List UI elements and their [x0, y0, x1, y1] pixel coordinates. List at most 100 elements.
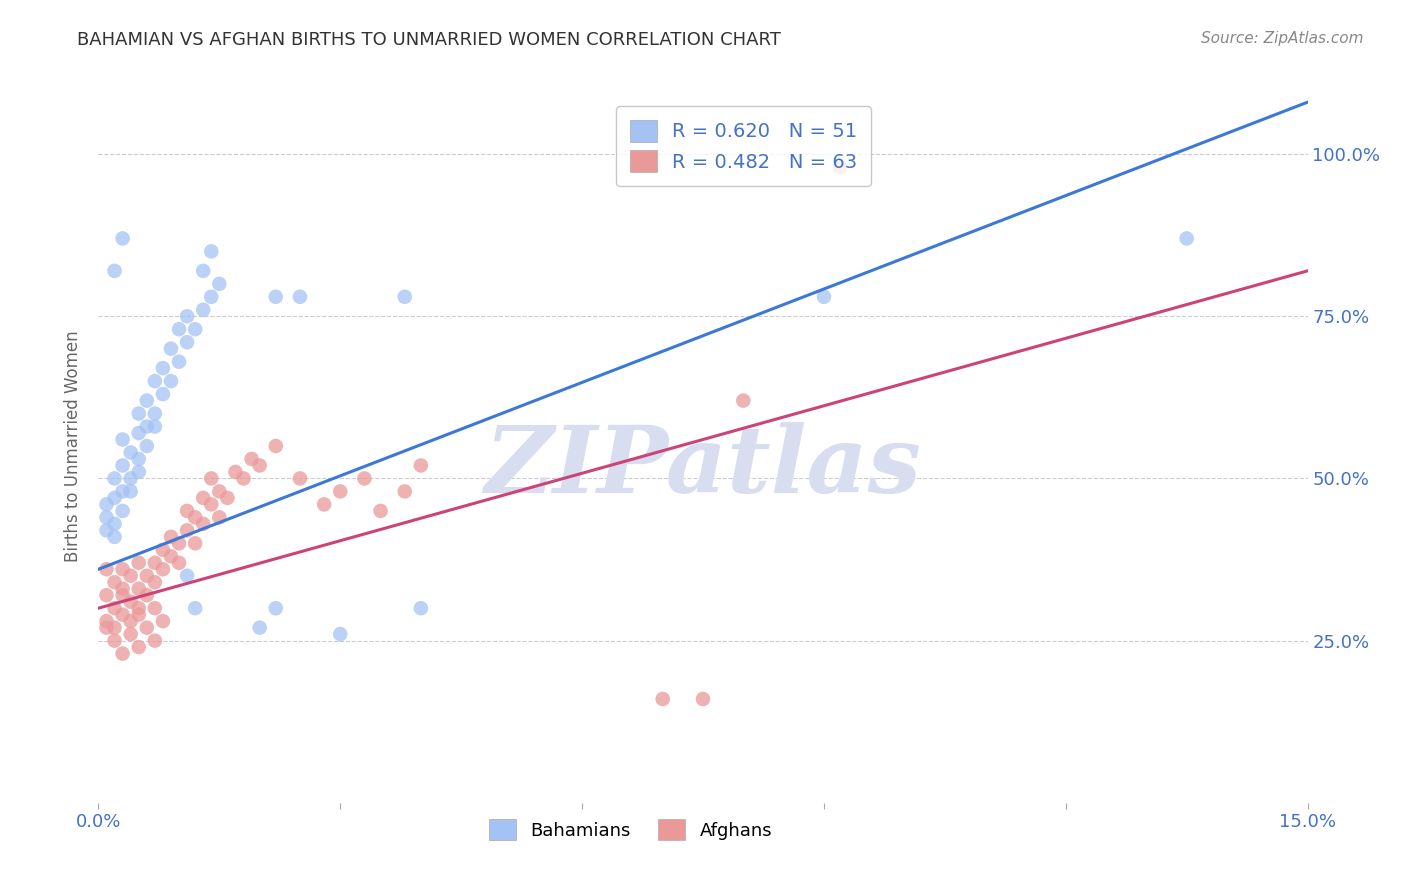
Point	[193, 264, 215, 278]
Point	[249, 621, 271, 635]
Point	[103, 575, 125, 590]
Point	[143, 407, 166, 421]
Point	[224, 465, 246, 479]
Point	[184, 536, 207, 550]
Point	[135, 621, 157, 635]
Point	[232, 471, 254, 485]
Point	[160, 549, 183, 564]
Point	[152, 387, 174, 401]
Point	[193, 491, 215, 505]
Point	[160, 530, 183, 544]
Point	[111, 231, 134, 245]
Point	[111, 562, 134, 576]
Point	[143, 419, 166, 434]
Point	[111, 582, 134, 596]
Point	[135, 419, 157, 434]
Point	[240, 452, 263, 467]
Point	[176, 504, 198, 518]
Point	[1175, 231, 1198, 245]
Point	[409, 601, 432, 615]
Point	[120, 471, 142, 485]
Point	[128, 465, 150, 479]
Point	[208, 510, 231, 524]
Point	[135, 393, 157, 408]
Point	[200, 244, 222, 259]
Point	[128, 407, 150, 421]
Point	[288, 290, 311, 304]
Point	[184, 601, 207, 615]
Point	[120, 568, 142, 582]
Point	[176, 310, 198, 324]
Point	[103, 491, 125, 505]
Point	[96, 588, 118, 602]
Point	[329, 627, 352, 641]
Point	[353, 471, 375, 485]
Point	[184, 322, 207, 336]
Point	[264, 601, 287, 615]
Point	[96, 621, 118, 635]
Point	[733, 393, 755, 408]
Point	[692, 692, 714, 706]
Point	[370, 504, 392, 518]
Point	[184, 510, 207, 524]
Point	[103, 621, 125, 635]
Point	[167, 536, 190, 550]
Point	[152, 614, 174, 628]
Point	[103, 530, 125, 544]
Point	[217, 491, 239, 505]
Point	[111, 484, 134, 499]
Point	[120, 484, 142, 499]
Point	[103, 516, 125, 531]
Point	[394, 290, 416, 304]
Point	[96, 614, 118, 628]
Point	[394, 484, 416, 499]
Point	[103, 601, 125, 615]
Point	[249, 458, 271, 473]
Point	[200, 290, 222, 304]
Point	[96, 497, 118, 511]
Text: ZIPatlas: ZIPatlas	[485, 423, 921, 512]
Point	[193, 302, 215, 317]
Point	[208, 484, 231, 499]
Point	[96, 510, 118, 524]
Point	[143, 601, 166, 615]
Point	[314, 497, 336, 511]
Point	[143, 633, 166, 648]
Point	[152, 542, 174, 557]
Point	[167, 556, 190, 570]
Point	[176, 335, 198, 350]
Point	[128, 452, 150, 467]
Point	[409, 458, 432, 473]
Point	[111, 588, 134, 602]
Point	[288, 471, 311, 485]
Point	[160, 374, 183, 388]
Point	[160, 342, 183, 356]
Point	[135, 568, 157, 582]
Point	[176, 524, 198, 538]
Point	[208, 277, 231, 291]
Point	[120, 595, 142, 609]
Point	[828, 160, 851, 174]
Point	[264, 290, 287, 304]
Point	[200, 497, 222, 511]
Point	[128, 582, 150, 596]
Point	[128, 640, 150, 654]
Point	[143, 575, 166, 590]
Point	[651, 692, 673, 706]
Point	[128, 601, 150, 615]
Point	[200, 471, 222, 485]
Point	[103, 471, 125, 485]
Point	[143, 556, 166, 570]
Point	[813, 290, 835, 304]
Point	[96, 562, 118, 576]
Point	[103, 633, 125, 648]
Point	[143, 374, 166, 388]
Point	[120, 445, 142, 459]
Point	[152, 361, 174, 376]
Point	[111, 458, 134, 473]
Point	[264, 439, 287, 453]
Legend: Bahamians, Afghans: Bahamians, Afghans	[482, 812, 779, 847]
Point	[120, 614, 142, 628]
Point	[111, 607, 134, 622]
Point	[128, 607, 150, 622]
